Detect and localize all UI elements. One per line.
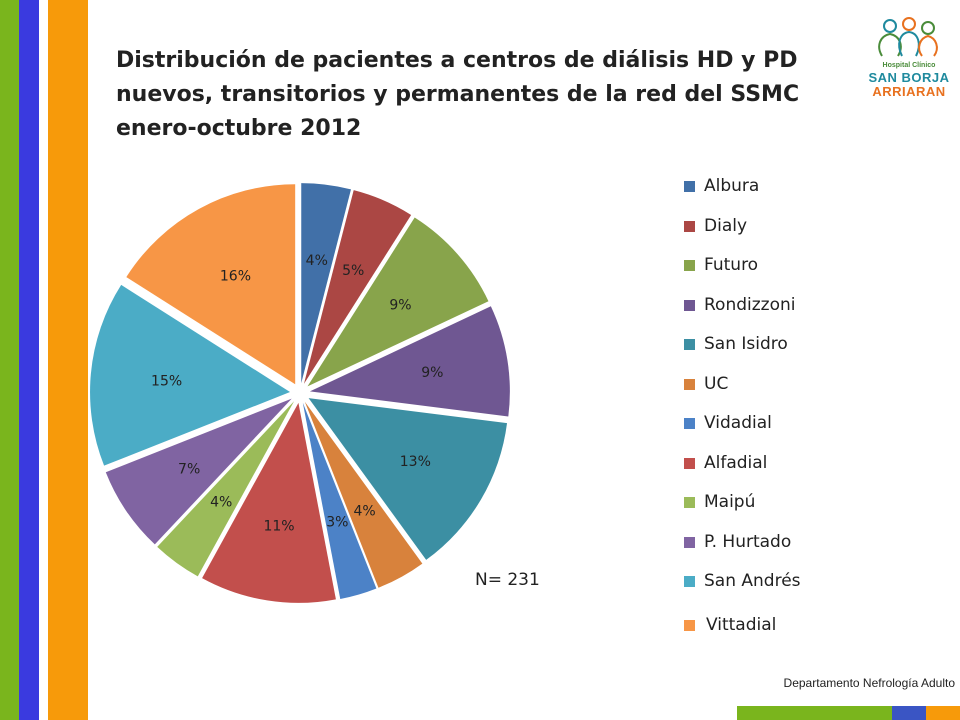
data-label-rondizzoni: 9% [421, 365, 443, 381]
data-label-san-andres: 15% [151, 373, 182, 389]
legend-swatch [684, 576, 695, 587]
legend-swatch [684, 339, 695, 350]
legend-swatch [684, 220, 695, 232]
pie-slice-rondizzoni [309, 306, 510, 417]
chart-title: Distribución de pacientes a centros de d… [116, 44, 856, 146]
legend-item-alfadial: Alfadial [684, 451, 864, 475]
side-stripe-gap [39, 0, 48, 720]
logo-text-san-borja: SAN BORJA [868, 70, 950, 85]
pie-slice-san-isidro [308, 398, 508, 560]
legend-swatch [684, 418, 695, 429]
footer-bar-blue [892, 706, 926, 720]
pie-slice-vittadial [126, 184, 296, 385]
legend-label: UC [704, 373, 729, 394]
legend-item-dialy: Dialy [684, 214, 864, 238]
legend-item-vidadial: Vidadial [684, 411, 864, 435]
legend-label: San Isidro [704, 334, 788, 354]
data-label-alfadial: 11% [263, 518, 294, 534]
legend-label: Albura [704, 176, 760, 196]
legend-label: Rondizzoni [704, 294, 796, 315]
legend-swatch [684, 181, 695, 192]
hospital-logo: Hospital Clínico SAN BORJA ARRIARAN [862, 16, 956, 106]
data-label-dialy: 5% [342, 263, 364, 279]
sample-size-note: N= 231 [475, 570, 540, 590]
legend-label: Vittadial [706, 614, 777, 635]
pie-slice-p-hurtado [105, 398, 292, 545]
pie-data-labels: 4% 5% 9% 9% 13% 4% 3% 11% 4% 7% 15% 16% [151, 253, 443, 534]
legend-item-albura: Albura [684, 174, 864, 198]
legend-swatch [684, 378, 695, 390]
legend-swatch [684, 260, 695, 271]
legend-label: Maipú [704, 492, 756, 512]
logo-text-arriaran: ARRIARAN [872, 84, 946, 99]
data-label-vidadial: 3% [326, 515, 348, 531]
legend-item-p-hurtado: P. Hurtado [684, 530, 864, 554]
data-label-uc: 4% [353, 503, 375, 519]
pie-slice-alfadial [202, 402, 336, 603]
legend-label: Alfadial [704, 452, 768, 473]
data-label-maipu: 4% [210, 494, 232, 510]
pie-slice-albura [301, 183, 351, 384]
legend-label: San Andrés [704, 571, 801, 591]
legend-label: Vidadial [704, 413, 772, 433]
legend-item-uc: UC [684, 372, 864, 396]
legend-item-san-andres: San Andrés [684, 569, 864, 593]
legend-item-maipu: Maipú [684, 490, 864, 514]
side-stripe-green [0, 0, 19, 720]
logo-text-hospital: Hospital Clínico [882, 62, 936, 69]
legend-label: Futuro [704, 255, 759, 275]
pie-slice-san-andres [90, 284, 291, 466]
legend-label: P. Hurtado [704, 531, 792, 552]
chart-title-line-3: enero-octubre 2012 [116, 116, 362, 141]
pie-slices [90, 183, 510, 603]
legend-swatch [684, 299, 695, 311]
chart-title-line-2: nuevos, transitorios y permanentes de la… [116, 82, 800, 107]
side-stripe-orange [48, 0, 88, 720]
legend-swatch [684, 619, 695, 631]
legend-item-rondizzoni: Rondizzoni [684, 293, 864, 317]
legend-swatch [684, 497, 695, 508]
legend-item-san-isidro: San Isidro [684, 332, 864, 356]
pie-slice-uc [304, 401, 423, 588]
footer-department: Departamento Nefrología Adulto [783, 676, 955, 690]
logo-figures-icon [878, 17, 938, 57]
side-stripe-blue [19, 0, 39, 720]
pie-slice-maipu [157, 401, 295, 577]
legend-item-vittadial: Vittadial [684, 613, 864, 637]
legend-swatch [684, 457, 695, 469]
legend-item-futuro: Futuro [684, 253, 864, 277]
data-label-san-isidro: 13% [400, 454, 431, 470]
legend-label: Dialy [704, 215, 748, 236]
footer-bar-orange [926, 706, 960, 720]
legend-swatch [684, 536, 695, 548]
footer-bar-green [737, 706, 892, 720]
chart-title-line-1: Distribución de pacientes a centros de d… [116, 48, 798, 73]
data-label-futuro: 9% [389, 297, 411, 313]
pie-slice-vidadial [302, 402, 377, 600]
data-label-p-hurtado: 7% [178, 461, 200, 477]
data-label-vittadial: 16% [220, 269, 251, 285]
pie-slice-dialy [303, 190, 412, 384]
data-label-albura: 4% [306, 253, 328, 269]
pie-slice-futuro [307, 217, 489, 387]
